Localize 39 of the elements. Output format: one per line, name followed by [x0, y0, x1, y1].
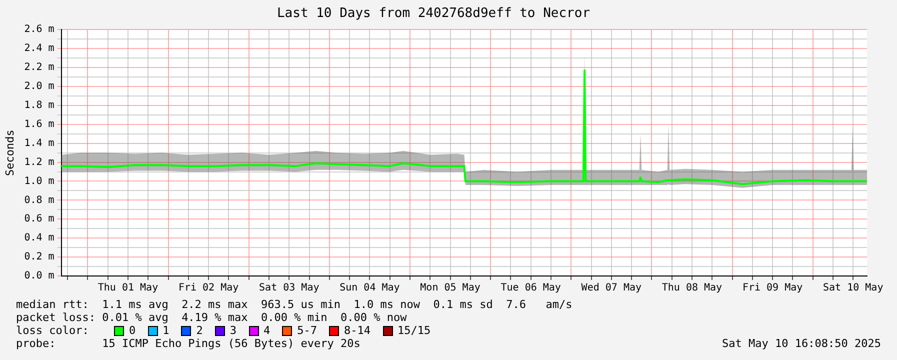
- y-tick-label: 2.4 m: [24, 43, 54, 54]
- y-tick-label: 0.0 m: [24, 270, 54, 282]
- text: probe: 15 ICMP Echo Pings (56 Bytes) every 20s: [16, 337, 360, 350]
- legend-label: 4: [264, 324, 270, 337]
- legend-label: 15/15: [398, 324, 431, 337]
- text: packet loss: 0.01 % avg 4.19 % max 0.00 % min 0.00 % now: [16, 311, 408, 324]
- legend-title: loss color:: [16, 324, 90, 337]
- y-axis-title: Seconds: [3, 130, 16, 176]
- x-tick-label: Fri 02 May: [178, 282, 239, 294]
- legend-label: 1: [162, 324, 170, 337]
- x-tick-label: Sun 04 May: [340, 282, 400, 294]
- y-tick-label: 1.2 m: [24, 156, 54, 168]
- y-tick-label: 2.6 m: [24, 24, 54, 36]
- y-tick-label: 1.6 m: [24, 118, 54, 130]
- chart-title: Last 10 Days from 2402768d9eff to Necror: [276, 6, 590, 22]
- y-tick-label: 0.2 m: [24, 252, 54, 263]
- x-tick-label: Thu 01 May: [98, 282, 158, 294]
- y-tick-label: 1.4 m: [24, 138, 54, 149]
- x-tick-label: Wed 07 May: [581, 282, 642, 294]
- legend-label: 0: [129, 324, 136, 337]
- text: Sat May 10 16:08:50 2025: [722, 337, 881, 350]
- legend-label: 3: [230, 324, 236, 337]
- y-tick-label: 1.8 m: [24, 100, 54, 112]
- legend-label: 5-7: [297, 324, 317, 337]
- y-tick-label: 0.4 m: [24, 232, 54, 244]
- y-tick-label: 0.6 m: [24, 214, 54, 225]
- x-tick-label: Mon 05 May: [420, 282, 480, 294]
- y-tick-label: 2.0 m: [24, 81, 54, 92]
- x-tick-label: Sat 03 May: [259, 282, 320, 294]
- y-tick-label: 0.8 m: [24, 194, 54, 206]
- text: median rtt: 1.1 ms avg 2.2 ms max 963.5 us min 1.0 ms now 0.1 ms sd 7.6 am/s: [16, 298, 574, 311]
- x-tick-label: Fri 09 May: [742, 282, 803, 294]
- legend-label: 2: [196, 324, 203, 337]
- x-tick-label: Tue 06 May: [500, 282, 561, 294]
- x-tick-label: Thu 08 May: [662, 282, 722, 294]
- y-tick-label: 2.2 m: [24, 62, 54, 74]
- y-tick-label: 1.0 m: [24, 176, 54, 187]
- legend-label: 8-14: [344, 324, 370, 337]
- x-tick-label: Sat 10 May: [823, 282, 884, 294]
